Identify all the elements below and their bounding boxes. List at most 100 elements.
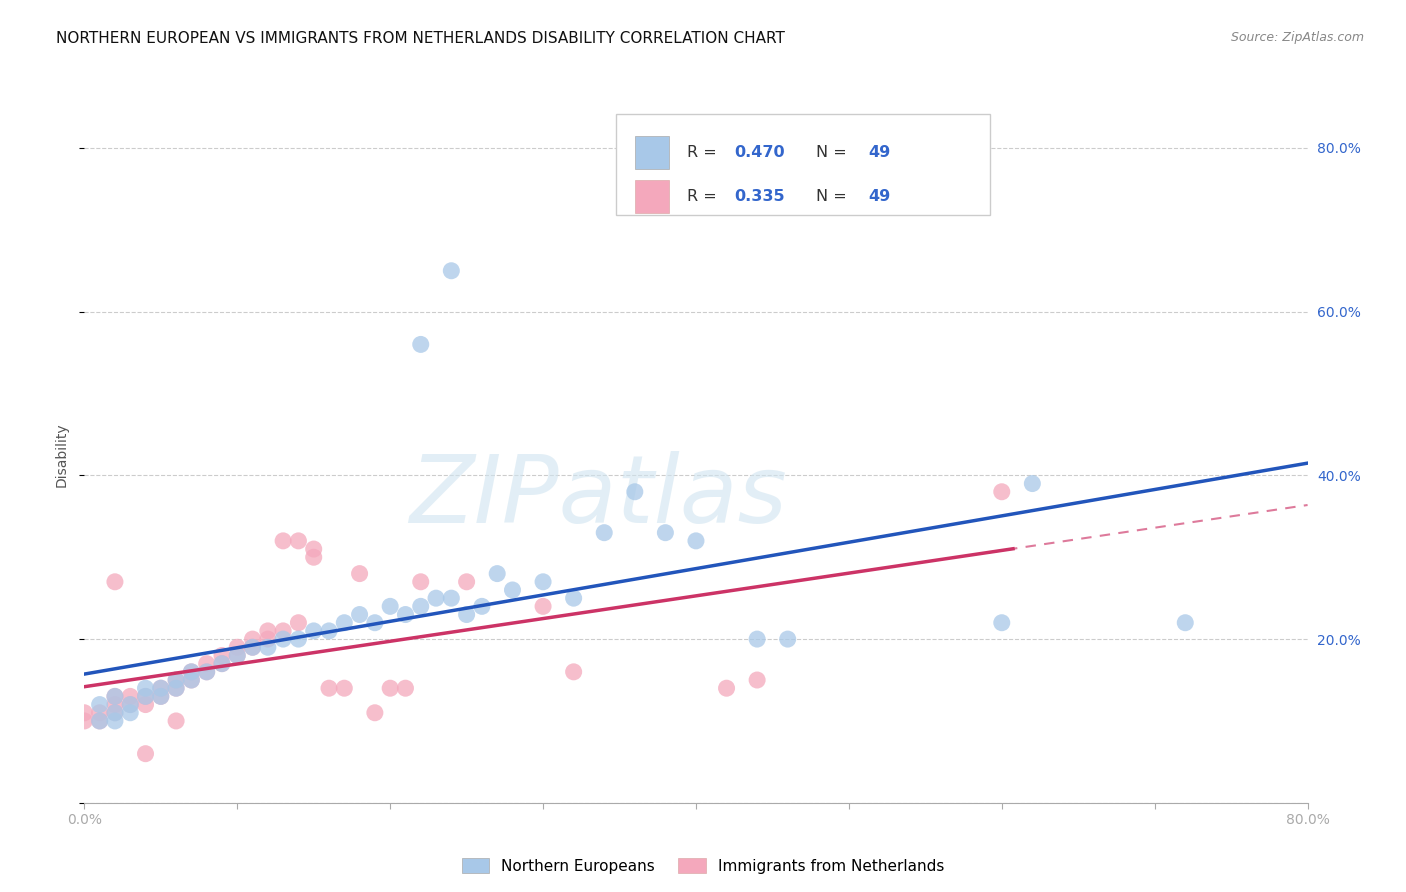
- Text: 49: 49: [869, 189, 890, 204]
- Point: [776, 632, 799, 646]
- Point: [180, 673, 202, 687]
- Point: [364, 706, 387, 720]
- Point: [271, 533, 294, 548]
- Point: [104, 714, 127, 728]
- Text: N =: N =: [815, 145, 852, 160]
- Point: [654, 525, 676, 540]
- Point: [425, 591, 447, 606]
- Point: [135, 681, 157, 696]
- Text: 0.470: 0.470: [734, 145, 785, 160]
- Point: [180, 665, 202, 679]
- Text: R =: R =: [688, 189, 723, 204]
- Point: [165, 673, 187, 687]
- FancyBboxPatch shape: [616, 114, 990, 215]
- Point: [149, 690, 172, 704]
- Point: [456, 607, 478, 622]
- Point: [409, 599, 432, 614]
- FancyBboxPatch shape: [636, 136, 669, 169]
- Point: [409, 574, 432, 589]
- Point: [135, 690, 157, 704]
- Point: [257, 632, 280, 646]
- Y-axis label: Disability: Disability: [55, 423, 69, 487]
- Point: [562, 665, 585, 679]
- Point: [242, 640, 264, 655]
- Point: [120, 698, 142, 712]
- Point: [471, 599, 494, 614]
- Text: 0.335: 0.335: [734, 189, 785, 204]
- Point: [486, 566, 509, 581]
- Point: [747, 673, 769, 687]
- Point: [409, 337, 432, 351]
- Point: [394, 681, 416, 696]
- Point: [89, 706, 111, 720]
- Point: [380, 599, 402, 614]
- Point: [271, 632, 294, 646]
- Point: [287, 615, 309, 630]
- Point: [318, 681, 340, 696]
- Point: [502, 582, 524, 597]
- Point: [991, 484, 1014, 499]
- Point: [349, 566, 371, 581]
- Point: [135, 747, 157, 761]
- Point: [211, 657, 233, 671]
- Point: [394, 607, 416, 622]
- Text: ZIPatlas: ZIPatlas: [409, 451, 787, 542]
- Point: [104, 690, 127, 704]
- Point: [302, 542, 325, 557]
- Point: [165, 673, 187, 687]
- Point: [440, 264, 463, 278]
- Point: [135, 698, 157, 712]
- Point: [165, 714, 187, 728]
- Point: [149, 690, 172, 704]
- Text: N =: N =: [815, 189, 852, 204]
- Point: [226, 648, 249, 663]
- Point: [302, 550, 325, 565]
- Text: Source: ZipAtlas.com: Source: ZipAtlas.com: [1230, 31, 1364, 45]
- Point: [135, 690, 157, 704]
- Point: [149, 681, 172, 696]
- Point: [195, 665, 218, 679]
- Point: [242, 632, 264, 646]
- Point: [318, 624, 340, 638]
- Point: [104, 698, 127, 712]
- Point: [456, 574, 478, 589]
- Point: [120, 706, 142, 720]
- Point: [624, 484, 647, 499]
- Text: NORTHERN EUROPEAN VS IMMIGRANTS FROM NETHERLANDS DISABILITY CORRELATION CHART: NORTHERN EUROPEAN VS IMMIGRANTS FROM NET…: [56, 31, 785, 46]
- Point: [991, 615, 1014, 630]
- Point: [1174, 615, 1197, 630]
- Point: [440, 591, 463, 606]
- Point: [226, 640, 249, 655]
- Point: [1021, 476, 1043, 491]
- Point: [271, 624, 294, 638]
- Point: [120, 690, 142, 704]
- Point: [242, 640, 264, 655]
- Point: [104, 706, 127, 720]
- Point: [165, 681, 187, 696]
- Point: [180, 665, 202, 679]
- Point: [104, 574, 127, 589]
- Point: [716, 681, 738, 696]
- FancyBboxPatch shape: [636, 180, 669, 213]
- Point: [195, 657, 218, 671]
- Point: [165, 681, 187, 696]
- Point: [349, 607, 371, 622]
- Point: [149, 681, 172, 696]
- Point: [364, 615, 387, 630]
- Point: [302, 624, 325, 638]
- Point: [73, 714, 96, 728]
- Point: [333, 615, 356, 630]
- Point: [211, 657, 233, 671]
- Point: [593, 525, 616, 540]
- Point: [257, 624, 280, 638]
- Point: [89, 714, 111, 728]
- Point: [333, 681, 356, 696]
- Point: [562, 591, 585, 606]
- Point: [89, 698, 111, 712]
- Point: [226, 648, 249, 663]
- Point: [211, 648, 233, 663]
- Legend: Northern Europeans, Immigrants from Netherlands: Northern Europeans, Immigrants from Neth…: [456, 852, 950, 880]
- Point: [104, 706, 127, 720]
- Point: [287, 632, 309, 646]
- Point: [195, 665, 218, 679]
